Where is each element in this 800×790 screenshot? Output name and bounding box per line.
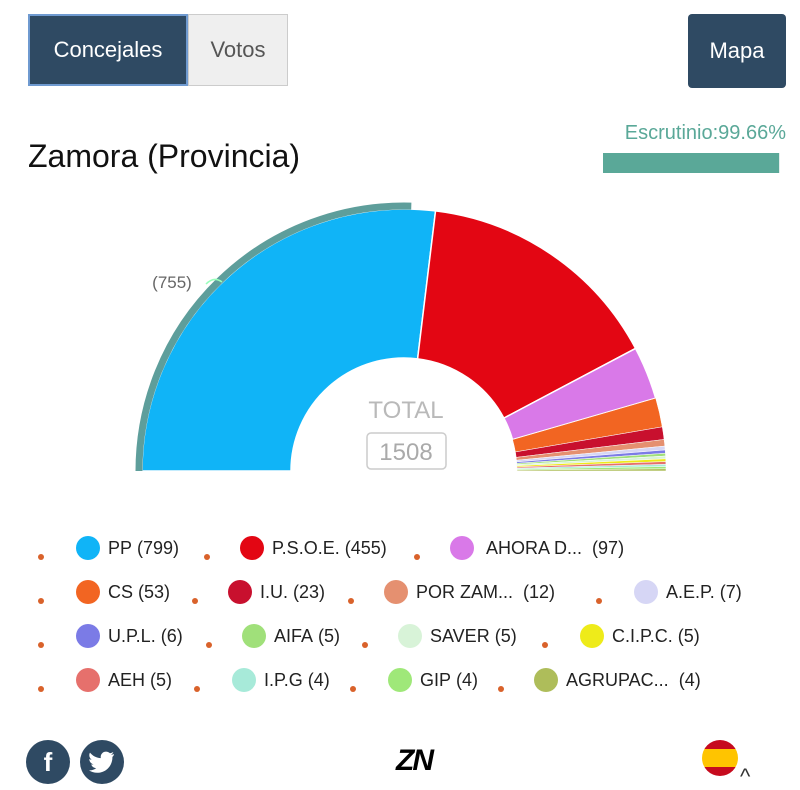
legend-item-aeh[interactable]: AEH (5) bbox=[76, 664, 172, 696]
seats-half-donut-chart: (755) TOTAL 1508 bbox=[135, 202, 667, 472]
legend-separator-dot bbox=[38, 554, 44, 560]
escrutinio-label: Escrutinio:99.66% bbox=[624, 122, 786, 144]
tab-votos[interactable]: Votos bbox=[188, 14, 288, 86]
legend-item-upl[interactable]: U.P.L. (6) bbox=[76, 620, 183, 652]
tab-concejales[interactable]: Concejales bbox=[28, 14, 188, 86]
legend-swatch bbox=[76, 668, 100, 692]
legend-swatch bbox=[240, 536, 264, 560]
legend-swatch bbox=[580, 624, 604, 648]
legend-item-cipc[interactable]: C.I.P.C. (5) bbox=[580, 620, 700, 652]
slice-P.S.O.E.[interactable] bbox=[416, 210, 637, 420]
legend-item-agrupac[interactable]: AGRUPAC... (4) bbox=[534, 664, 701, 696]
legend-swatch bbox=[634, 580, 658, 604]
legend-separator-dot bbox=[204, 554, 210, 560]
center-total-box bbox=[366, 432, 447, 470]
legend-item-aifa[interactable]: AIFA (5) bbox=[242, 620, 340, 652]
legend-item-por-zam[interactable]: POR ZAM... (12) bbox=[384, 576, 555, 608]
chart-legend: PP (799) P.S.O.E. (455) AHORA D... (97) … bbox=[28, 532, 788, 708]
legend-separator-dot bbox=[362, 642, 368, 648]
escrutinio-progress-fill bbox=[603, 153, 780, 173]
chevron-up-icon[interactable]: ^ bbox=[740, 764, 751, 789]
legend-separator-dot bbox=[38, 686, 44, 692]
legend-separator-dot bbox=[414, 554, 420, 560]
legend-swatch bbox=[450, 536, 474, 560]
legend-separator-dot bbox=[596, 598, 602, 604]
legend-separator-dot bbox=[194, 686, 200, 692]
legend-item-ahora-d[interactable]: AHORA D... (97) bbox=[450, 532, 624, 564]
legend-swatch bbox=[76, 580, 100, 604]
legend-separator-dot bbox=[38, 642, 44, 648]
legend-separator-dot bbox=[542, 642, 548, 648]
legend-swatch bbox=[232, 668, 256, 692]
legend-item-gip[interactable]: GIP (4) bbox=[388, 664, 478, 696]
legend-separator-dot bbox=[350, 686, 356, 692]
legend-swatch bbox=[76, 624, 100, 648]
map-button[interactable]: Mapa bbox=[688, 14, 786, 88]
escrutinio-progress-bar bbox=[603, 153, 780, 173]
spain-flag-icon[interactable] bbox=[702, 740, 738, 776]
legend-separator-dot bbox=[348, 598, 354, 604]
center-total-value: 1508 bbox=[379, 439, 432, 466]
legend-separator-dot bbox=[192, 598, 198, 604]
twitter-bird-shape bbox=[89, 751, 114, 773]
legend-swatch bbox=[228, 580, 252, 604]
legend-item-saver[interactable]: SAVER (5) bbox=[398, 620, 517, 652]
legend-item-pp[interactable]: PP (799) bbox=[76, 532, 179, 564]
legend-separator-dot bbox=[38, 598, 44, 604]
legend-item-aep[interactable]: A.E.P. (7) bbox=[634, 576, 742, 608]
center-total-label: TOTAL bbox=[368, 397, 443, 424]
legend-swatch bbox=[242, 624, 266, 648]
zn-logo: ZN bbox=[396, 744, 434, 777]
majority-label: (755) bbox=[152, 273, 192, 292]
facebook-icon[interactable]: f bbox=[26, 740, 70, 784]
legend-swatch bbox=[76, 536, 100, 560]
legend-swatch bbox=[388, 668, 412, 692]
view-tabs: Concejales Votos bbox=[28, 14, 288, 86]
twitter-icon[interactable] bbox=[80, 740, 124, 784]
legend-separator-dot bbox=[206, 642, 212, 648]
slice-PP[interactable] bbox=[141, 208, 437, 472]
majority-label-connector bbox=[205, 278, 223, 285]
legend-swatch bbox=[384, 580, 408, 604]
slice-AGRUPAC...[interactable] bbox=[516, 468, 667, 472]
legend-swatch bbox=[534, 668, 558, 692]
legend-item-cs[interactable]: CS (53) bbox=[76, 576, 170, 608]
legend-item-psoe[interactable]: P.S.O.E. (455) bbox=[240, 532, 387, 564]
legend-separator-dot bbox=[498, 686, 504, 692]
legend-swatch bbox=[398, 624, 422, 648]
page-title: Zamora (Provincia) bbox=[28, 138, 301, 174]
legend-item-ipg[interactable]: I.P.G (4) bbox=[232, 664, 330, 696]
legend-item-iu[interactable]: I.U. (23) bbox=[228, 576, 325, 608]
